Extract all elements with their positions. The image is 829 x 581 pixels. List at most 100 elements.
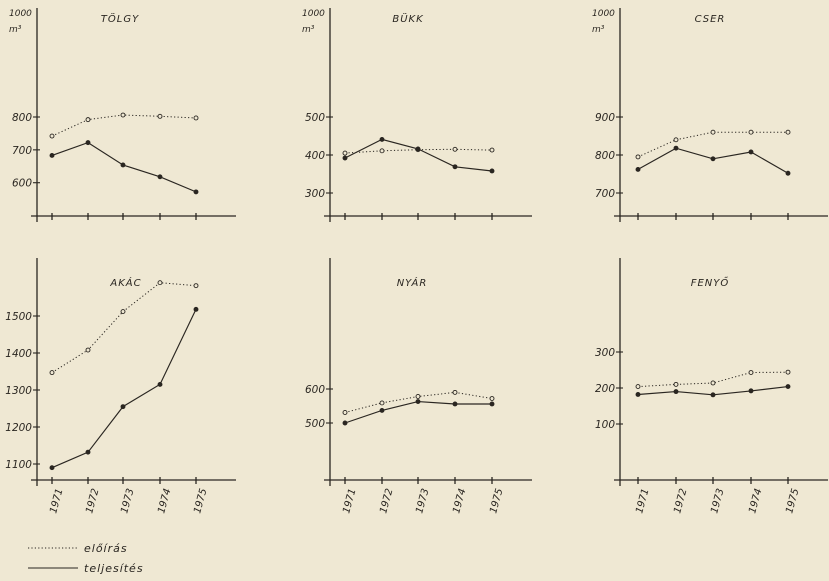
legend-solid-label: teljesítés bbox=[84, 562, 144, 575]
data-point-teljesites bbox=[785, 384, 791, 390]
x-tick-label: 1972 bbox=[672, 487, 689, 514]
chart-panel: 300 400 500 BÜKK 1000 m³ bbox=[302, 8, 532, 222]
data-point-teljesites bbox=[157, 382, 163, 387]
y-tick-label: 900 bbox=[595, 112, 615, 124]
data-point-teljesites bbox=[489, 168, 495, 174]
panel-title: FENYŐ bbox=[691, 275, 730, 289]
series-line-teljesites bbox=[344, 401, 492, 424]
data-point-teljesites bbox=[415, 146, 421, 152]
data-point-teljesites bbox=[193, 189, 199, 195]
data-point-eloiras bbox=[85, 117, 91, 123]
data-point-eloiras bbox=[157, 113, 163, 119]
data-point-eloiras bbox=[489, 396, 495, 401]
data-point-teljesites bbox=[379, 407, 385, 413]
series-line-eloiras bbox=[637, 371, 789, 388]
x-tick-label: 1975 bbox=[192, 487, 209, 514]
data-point-eloiras bbox=[193, 283, 199, 289]
series-line-teljesites bbox=[51, 141, 197, 193]
data-point-eloiras bbox=[415, 394, 421, 399]
x-tick-label: 1973 bbox=[414, 487, 431, 514]
data-point-teljesites bbox=[673, 389, 679, 395]
data-point-eloiras bbox=[635, 384, 641, 390]
x-tick-label: 1972 bbox=[378, 487, 395, 514]
data-point-eloiras bbox=[85, 347, 91, 353]
x-tick-label: 1973 bbox=[709, 487, 726, 514]
y-tick-label: 800 bbox=[12, 112, 32, 124]
series-line-teljesites bbox=[344, 138, 493, 172]
unit-label-top: 1000 bbox=[9, 9, 32, 19]
panel-title: BÜKK bbox=[392, 12, 424, 25]
data-point-eloiras bbox=[452, 389, 458, 395]
y-tick-label: 600 bbox=[12, 178, 32, 190]
data-point-eloiras bbox=[342, 150, 348, 156]
x-tick-label: 1975 bbox=[784, 487, 801, 514]
y-tick-label: 1400 bbox=[5, 348, 32, 360]
data-point-teljesites bbox=[635, 392, 641, 397]
y-tick-label: 1100 bbox=[5, 459, 32, 471]
data-point-teljesites bbox=[85, 449, 91, 455]
chart-panel: 600 700 800 TÖLGY 1000 m³ bbox=[9, 8, 236, 222]
series-line-eloiras bbox=[51, 282, 197, 374]
data-point-teljesites bbox=[710, 156, 716, 162]
y-tick-label: 200 bbox=[595, 383, 615, 395]
data-point-teljesites bbox=[193, 306, 199, 312]
data-point-teljesites bbox=[379, 136, 385, 142]
y-tick-label: 700 bbox=[12, 145, 32, 157]
legend-dotted-label: előírás bbox=[84, 542, 128, 555]
data-point-teljesites bbox=[342, 155, 348, 161]
data-point-teljesites bbox=[452, 164, 458, 170]
data-point-teljesites bbox=[157, 174, 163, 180]
data-point-teljesites bbox=[710, 392, 716, 398]
data-point-eloiras bbox=[120, 112, 126, 118]
data-point-teljesites bbox=[49, 152, 55, 158]
panel-title: CSER bbox=[695, 14, 726, 25]
data-point-teljesites bbox=[785, 170, 791, 176]
y-tick-label: 500 bbox=[305, 112, 325, 124]
series-line-eloiras bbox=[344, 391, 493, 413]
x-tick-label: 1972 bbox=[84, 487, 101, 514]
data-point-eloiras bbox=[342, 410, 348, 415]
chart-panel: 100 200 300 1971 1972 1973 1974 1975 FENYŐ bbox=[595, 258, 828, 515]
panel-title: NYÁR bbox=[397, 276, 428, 289]
x-tick-label: 1971 bbox=[48, 487, 65, 514]
data-point-eloiras bbox=[748, 370, 754, 375]
x-tick-label: 1973 bbox=[119, 487, 136, 514]
data-point-eloiras bbox=[785, 369, 791, 375]
data-point-teljesites bbox=[452, 401, 458, 407]
data-point-teljesites bbox=[748, 149, 754, 155]
panel-title: AKÁC bbox=[109, 276, 141, 289]
series-line-eloiras bbox=[51, 114, 197, 137]
y-tick-label: 1300 bbox=[5, 385, 32, 397]
data-point-eloiras bbox=[379, 400, 385, 406]
data-point-eloiras bbox=[193, 115, 199, 121]
unit-label-bottom: m³ bbox=[9, 25, 22, 35]
data-point-eloiras bbox=[748, 129, 754, 135]
data-point-teljesites bbox=[85, 140, 91, 146]
data-point-teljesites bbox=[635, 166, 641, 172]
data-point-eloiras bbox=[49, 133, 55, 139]
data-point-eloiras bbox=[785, 129, 791, 135]
unit-label-bottom: m³ bbox=[302, 25, 315, 35]
y-tick-label: 300 bbox=[305, 188, 325, 200]
legend: előírás teljesítés bbox=[28, 542, 144, 575]
data-point-teljesites bbox=[342, 420, 348, 426]
y-tick-label: 500 bbox=[305, 418, 325, 430]
x-tick-label: 1974 bbox=[451, 487, 468, 514]
data-point-eloiras bbox=[673, 381, 679, 387]
data-point-eloiras bbox=[157, 280, 163, 286]
data-point-eloiras bbox=[49, 370, 55, 376]
data-point-teljesites bbox=[748, 388, 754, 394]
data-point-teljesites bbox=[120, 162, 126, 168]
data-point-eloiras bbox=[120, 309, 126, 315]
data-point-eloiras bbox=[635, 154, 641, 160]
series-line-teljesites bbox=[51, 309, 197, 469]
y-tick-label: 1500 bbox=[5, 311, 32, 323]
x-tick-label: 1971 bbox=[341, 487, 358, 514]
data-point-eloiras bbox=[489, 147, 495, 153]
x-tick-label: 1974 bbox=[747, 487, 764, 514]
data-point-teljesites bbox=[49, 465, 55, 471]
chart-panel: 500 600 1971 1972 1973 1974 1975 NYÁR bbox=[305, 258, 532, 515]
y-tick-label: 100 bbox=[595, 419, 615, 431]
